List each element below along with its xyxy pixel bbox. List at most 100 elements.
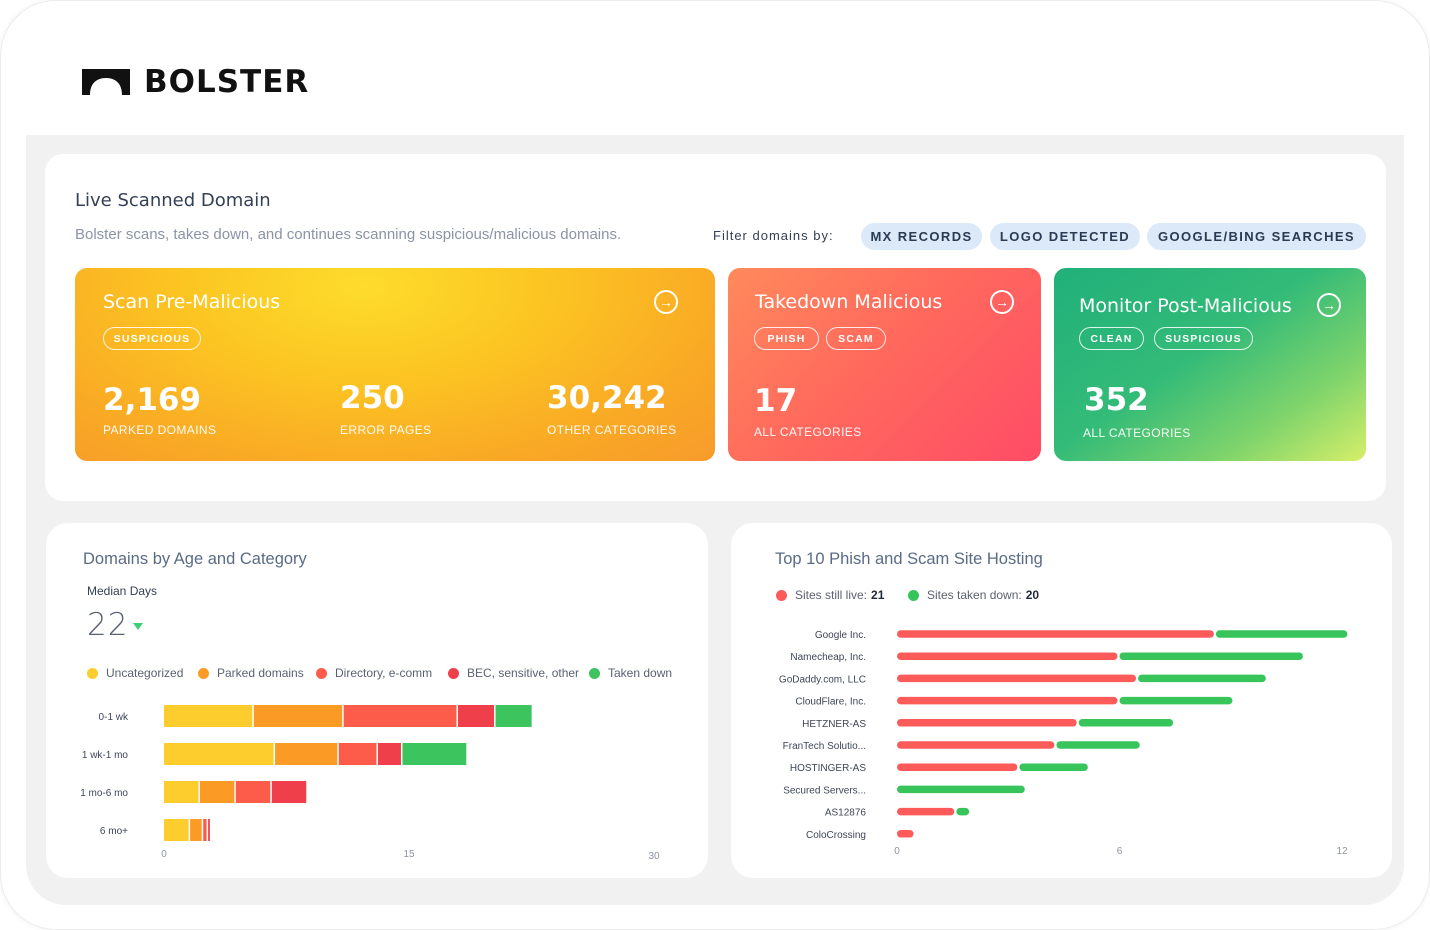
hosting-bar-segment[interactable] [897,652,1118,660]
tag-suspicious[interactable]: SUSPICIOUS [1154,327,1253,350]
age-category-panel [46,523,708,878]
scan-pre-malicious-card[interactable]: Scan Pre-Malicious → SUSPICIOUS 2,169 PA… [75,268,715,461]
brand-name: BOLSTER [144,64,310,100]
card-title: Takedown Malicious [755,291,943,313]
age-bar-segment[interactable] [164,743,274,765]
age-bar-segment[interactable] [271,781,307,803]
stat-value: 352 [1084,382,1149,418]
median-days-value: 22 [87,607,129,643]
filter-chip-logo-detected[interactable]: LOGO DETECTED [990,223,1140,250]
bolster-logo-icon [82,69,130,95]
hosting-bar-segment[interactable] [897,807,955,816]
age-chart-title: Domains by Age and Category [83,550,307,568]
hosting-bar-segment[interactable] [1119,696,1233,705]
hosting-bar-segment[interactable] [956,807,970,816]
tag-phish[interactable]: PHISH [754,327,819,350]
age-bar-segment[interactable] [402,743,467,765]
hosting-x-tick: 0 [894,846,900,857]
arrow-right-circle-icon[interactable]: → [1317,293,1341,317]
hosting-bar-segment[interactable] [897,785,1025,794]
age-bar-segment[interactable] [164,819,189,841]
hosting-bar-segment[interactable] [1138,674,1266,683]
hosting-bar-segment[interactable] [897,763,1018,771]
legend-dot-icon [589,667,600,679]
tag-clean[interactable]: CLEAN [1079,327,1144,350]
age-bar-segment[interactable] [199,781,235,803]
filter-chip-mx-records[interactable]: MX RECORDS [861,223,982,250]
hosting-row-label: HETZNER-AS [802,719,866,730]
stat-value: 250 [340,380,405,416]
legend-dot-icon [776,589,787,601]
legend-directory[interactable]: Directory, e-comm [316,666,432,680]
hosting-bar-segment[interactable] [1215,630,1348,638]
hosting-bar-segment[interactable] [897,719,1077,727]
card-title: Scan Pre-Malicious [103,291,281,313]
monitor-post-malicious-card[interactable]: Monitor Post-Malicious → CLEAN SUSPICIOU… [1054,268,1366,461]
age-bar-segment[interactable] [164,781,199,803]
legend-uncategorized[interactable]: Uncategorized [87,666,183,680]
stat-label: OTHER CATEGORIES [547,423,677,437]
legend-parked[interactable]: Parked domains [198,666,304,680]
legend-count: 21 [871,588,885,602]
legend-label: Directory, e-comm [335,666,433,680]
hosting-bar-segment[interactable] [897,830,914,838]
age-x-tick: 30 [648,851,660,862]
stat-value: 2,169 [103,382,202,418]
legend-taken-down[interactable]: Taken down [589,666,672,680]
age-x-tick: 15 [403,849,415,860]
hosting-bar-segment[interactable] [897,696,1118,705]
live-scanned-title: Live Scanned Domain [75,190,271,211]
filter-label: Filter domains by: [713,228,834,243]
legend-dot-icon [316,667,327,679]
stat-value: 30,242 [547,380,667,416]
hosting-bar-segment[interactable] [897,741,1055,749]
hosting-row-label: Google Inc. [815,630,866,641]
hosting-bar-segment[interactable] [897,630,1214,638]
legend-label: BEC, sensitive, other [467,666,580,680]
legend-bec[interactable]: BEC, sensitive, other [448,666,579,680]
legend-label: Parked domains [217,666,304,680]
age-bar-segment[interactable] [208,819,210,841]
legend-dot-icon [198,667,209,679]
legend-label: Sites taken down: [927,588,1022,602]
hosting-row-label: CloudFlare, Inc. [795,697,866,708]
age-bar-segment[interactable] [275,743,338,765]
age-row-label: 6 mo+ [100,826,128,837]
hosting-row-label: FranTech Solutio... [783,741,866,752]
age-bar-segment[interactable] [190,819,202,841]
legend-dot-icon [87,667,98,679]
age-bar-segment[interactable] [495,705,532,727]
legend-sites-down[interactable]: Sites taken down: 20 [908,588,1039,602]
arrow-right-circle-icon[interactable]: → [990,290,1014,314]
hosting-row-label: ColoCrossing [806,830,866,841]
arrow-right-circle-icon[interactable]: → [654,290,678,314]
legend-sites-live[interactable]: Sites still live: 21 [776,588,884,602]
age-row-label: 1 wk-1 mo [82,750,129,761]
age-bar-segment[interactable] [164,705,253,727]
hosting-bar-segment[interactable] [1056,741,1140,749]
filter-chip-google-bing[interactable]: GOOGLE/BING SEARCHES [1147,223,1366,250]
age-bar-segment[interactable] [338,743,377,765]
tag-suspicious[interactable]: SUSPICIOUS [103,327,201,350]
age-bar-segment[interactable] [458,705,495,727]
age-row-label: 0-1 wk [99,712,129,723]
hosting-bar-segment[interactable] [897,674,1137,683]
age-bar-segment[interactable] [203,819,207,841]
hosting-bar-segment[interactable] [1078,719,1174,727]
age-bar-segment[interactable] [343,705,457,727]
hosting-bar-segment[interactable] [1119,652,1303,660]
brand-logo[interactable]: BOLSTER [82,64,309,100]
age-bar-segment[interactable] [235,781,271,803]
hosting-row-label: Secured Servers... [783,785,866,796]
age-bar-segment[interactable] [377,743,401,765]
age-bar-segment[interactable] [253,705,343,727]
hosting-bar-segment[interactable] [1019,763,1088,771]
stat-label: ALL CATEGORIES [754,425,862,439]
takedown-malicious-card[interactable]: Takedown Malicious → PHISH SCAM 17 ALL C… [728,268,1041,461]
tag-scam[interactable]: SCAM [826,327,886,350]
hosting-row-label: HOSTINGER-AS [790,763,866,774]
hosting-row-label: GoDaddy.com, LLC [779,674,866,685]
hosting-chart-title: Top 10 Phish and Scam Site Hosting [775,550,1043,568]
